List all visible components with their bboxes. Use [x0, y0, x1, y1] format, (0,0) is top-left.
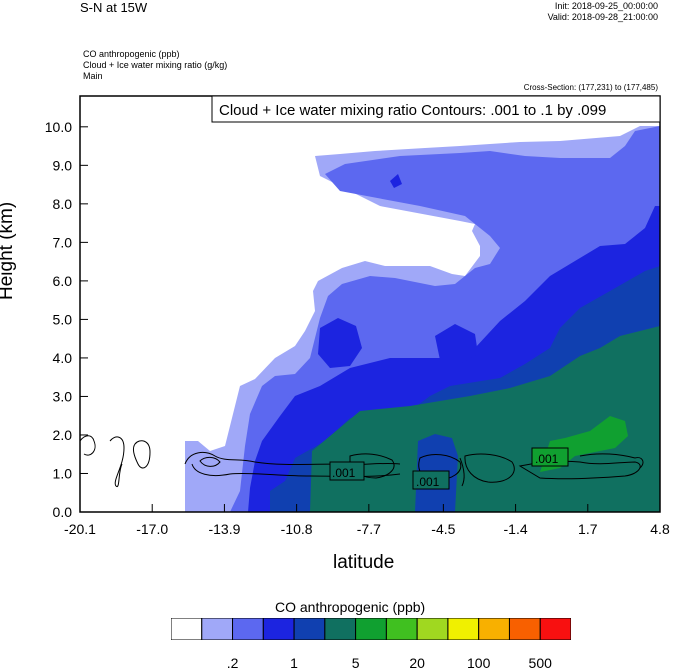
y-tick-label: 3.0: [53, 388, 73, 404]
colorbar-swatch: [324, 618, 357, 640]
colorbar-swatch: [416, 618, 449, 640]
x-tick-label: -17.0: [136, 521, 168, 537]
field-cloud: Cloud + Ice water mixing ratio (g/kg): [83, 60, 228, 70]
y-tick-label: 2.0: [53, 427, 73, 443]
field-main: Main: [83, 71, 103, 81]
y-tick-label: 1.0: [53, 465, 73, 481]
x-tick-label: -7.7: [357, 521, 381, 537]
colorbar-swatch: [539, 618, 571, 640]
field-info: CO anthropogenic (ppb) Cloud + Ice water…: [83, 49, 227, 82]
x-tick-label: -4.5: [431, 521, 455, 537]
colorbar-swatch: [508, 618, 541, 640]
init-time: Init: 2018-09-25_00:00:00: [554, 1, 658, 11]
contour-labels: .001 .001 .001: [329, 447, 569, 490]
colorbar-label: 20: [409, 655, 425, 671]
y-tick-label: 0.0: [53, 504, 73, 520]
cross-section-info: Cross-Section: (177,231) to (177,485): [523, 83, 658, 92]
x-axis-label: latitude: [333, 552, 395, 573]
colorbar-label: .2: [226, 655, 239, 671]
contour-caption: Cloud + Ice water mixing ratio Contours:…: [219, 102, 606, 119]
colorbar-swatch: [201, 618, 234, 640]
axes: -20.1 -17.0 -13.9 -10.8 -7.7 -4.5 -1.4 1.7 4.8 0.…: [45, 119, 670, 537]
colorbar: [171, 618, 571, 640]
contour-label: .001: [332, 466, 356, 480]
colorbar-swatch: [232, 618, 264, 640]
colorbar-label: 500: [528, 655, 552, 671]
y-tick-label: 4.0: [53, 350, 73, 366]
x-tick-label: 1.7: [578, 521, 598, 537]
colorbar-swatch: [447, 618, 480, 640]
field-co: CO anthropogenic (ppb): [83, 49, 180, 59]
y-tick-label: 5.0: [53, 311, 73, 327]
colorbar-label: 5: [351, 655, 360, 671]
co-blob-blue-3: [390, 174, 402, 188]
y-tick-label: 6.0: [53, 273, 73, 289]
x-tick-label: 4.8: [650, 521, 670, 537]
x-tick-label: -20.1: [64, 521, 96, 537]
co-band-teal: [310, 326, 660, 512]
y-tick-label: 10.0: [45, 119, 72, 135]
colorbar-swatch: [385, 618, 418, 640]
colorbar-label: 100: [467, 655, 491, 671]
x-tick-label: -1.4: [504, 521, 528, 537]
colorbar-label: 1: [290, 655, 298, 671]
valid-time: Valid: 2018-09-28_21:00:00: [547, 12, 658, 22]
co-blob-blue-2: [435, 324, 478, 364]
contour-label: .001: [416, 475, 440, 489]
time-info: Init: 2018-09-25_00:00:00 Valid: 2018-09…: [548, 1, 658, 23]
contour-plot: .001 .001 .001 Cloud + Ice water mixing …: [45, 95, 670, 537]
colorbar-swatch: [478, 618, 510, 640]
contour-label: .001: [535, 452, 559, 466]
x-tick-label: -10.8: [281, 521, 313, 537]
y-axis-label: Height (km): [0, 201, 17, 300]
colorbar-title: CO anthropogenic (ppb): [275, 599, 426, 615]
colorbar-swatch: [262, 618, 295, 640]
x-tick-label: -13.9: [208, 521, 240, 537]
plot-title: S-N at 15W: [80, 0, 148, 15]
contour-caption-box: Cloud + Ice water mixing ratio Contours:…: [211, 95, 661, 123]
colorbar-swatch: [355, 618, 387, 640]
colorbar-swatch: [293, 618, 326, 640]
co-blob-blue-1: [318, 318, 362, 368]
y-tick-label: 7.0: [53, 234, 73, 250]
colorbar-swatch: [171, 618, 203, 640]
y-tick-label: 8.0: [53, 196, 73, 212]
y-tick-label: 9.0: [53, 157, 73, 173]
